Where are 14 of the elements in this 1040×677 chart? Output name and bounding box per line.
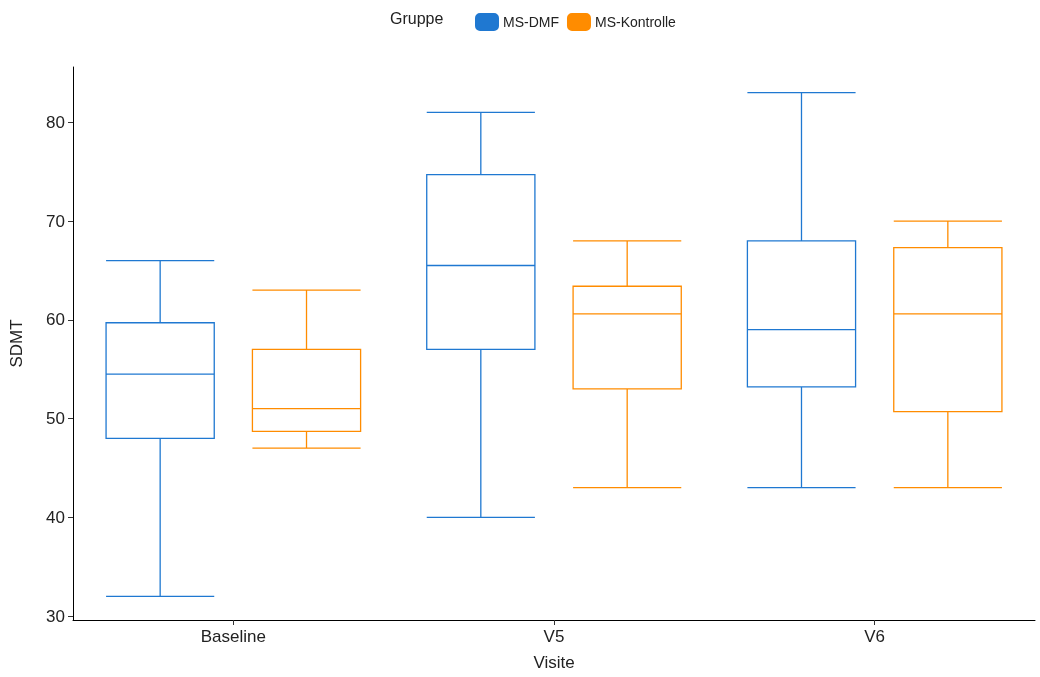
- x-tick-label: Baseline: [200, 627, 266, 646]
- y-tick-label: 50: [46, 409, 65, 429]
- x-axis-title: Visite: [533, 653, 575, 672]
- y-tick-label: 80: [46, 112, 65, 132]
- y-axis-title: SDMT: [7, 319, 26, 368]
- x-tick-label: V5: [543, 627, 565, 646]
- y-tick-label: 70: [46, 211, 65, 231]
- legend-title: Gruppe: [390, 9, 444, 27]
- y-tick-label: 30: [46, 606, 65, 626]
- legend-label: MS-DMF: [503, 14, 559, 30]
- y-tick-label: 40: [46, 507, 65, 527]
- legend-label: MS-Kontrolle: [594, 14, 677, 30]
- x-tick-label: V6: [864, 627, 886, 646]
- y-tick-label: 60: [46, 310, 65, 330]
